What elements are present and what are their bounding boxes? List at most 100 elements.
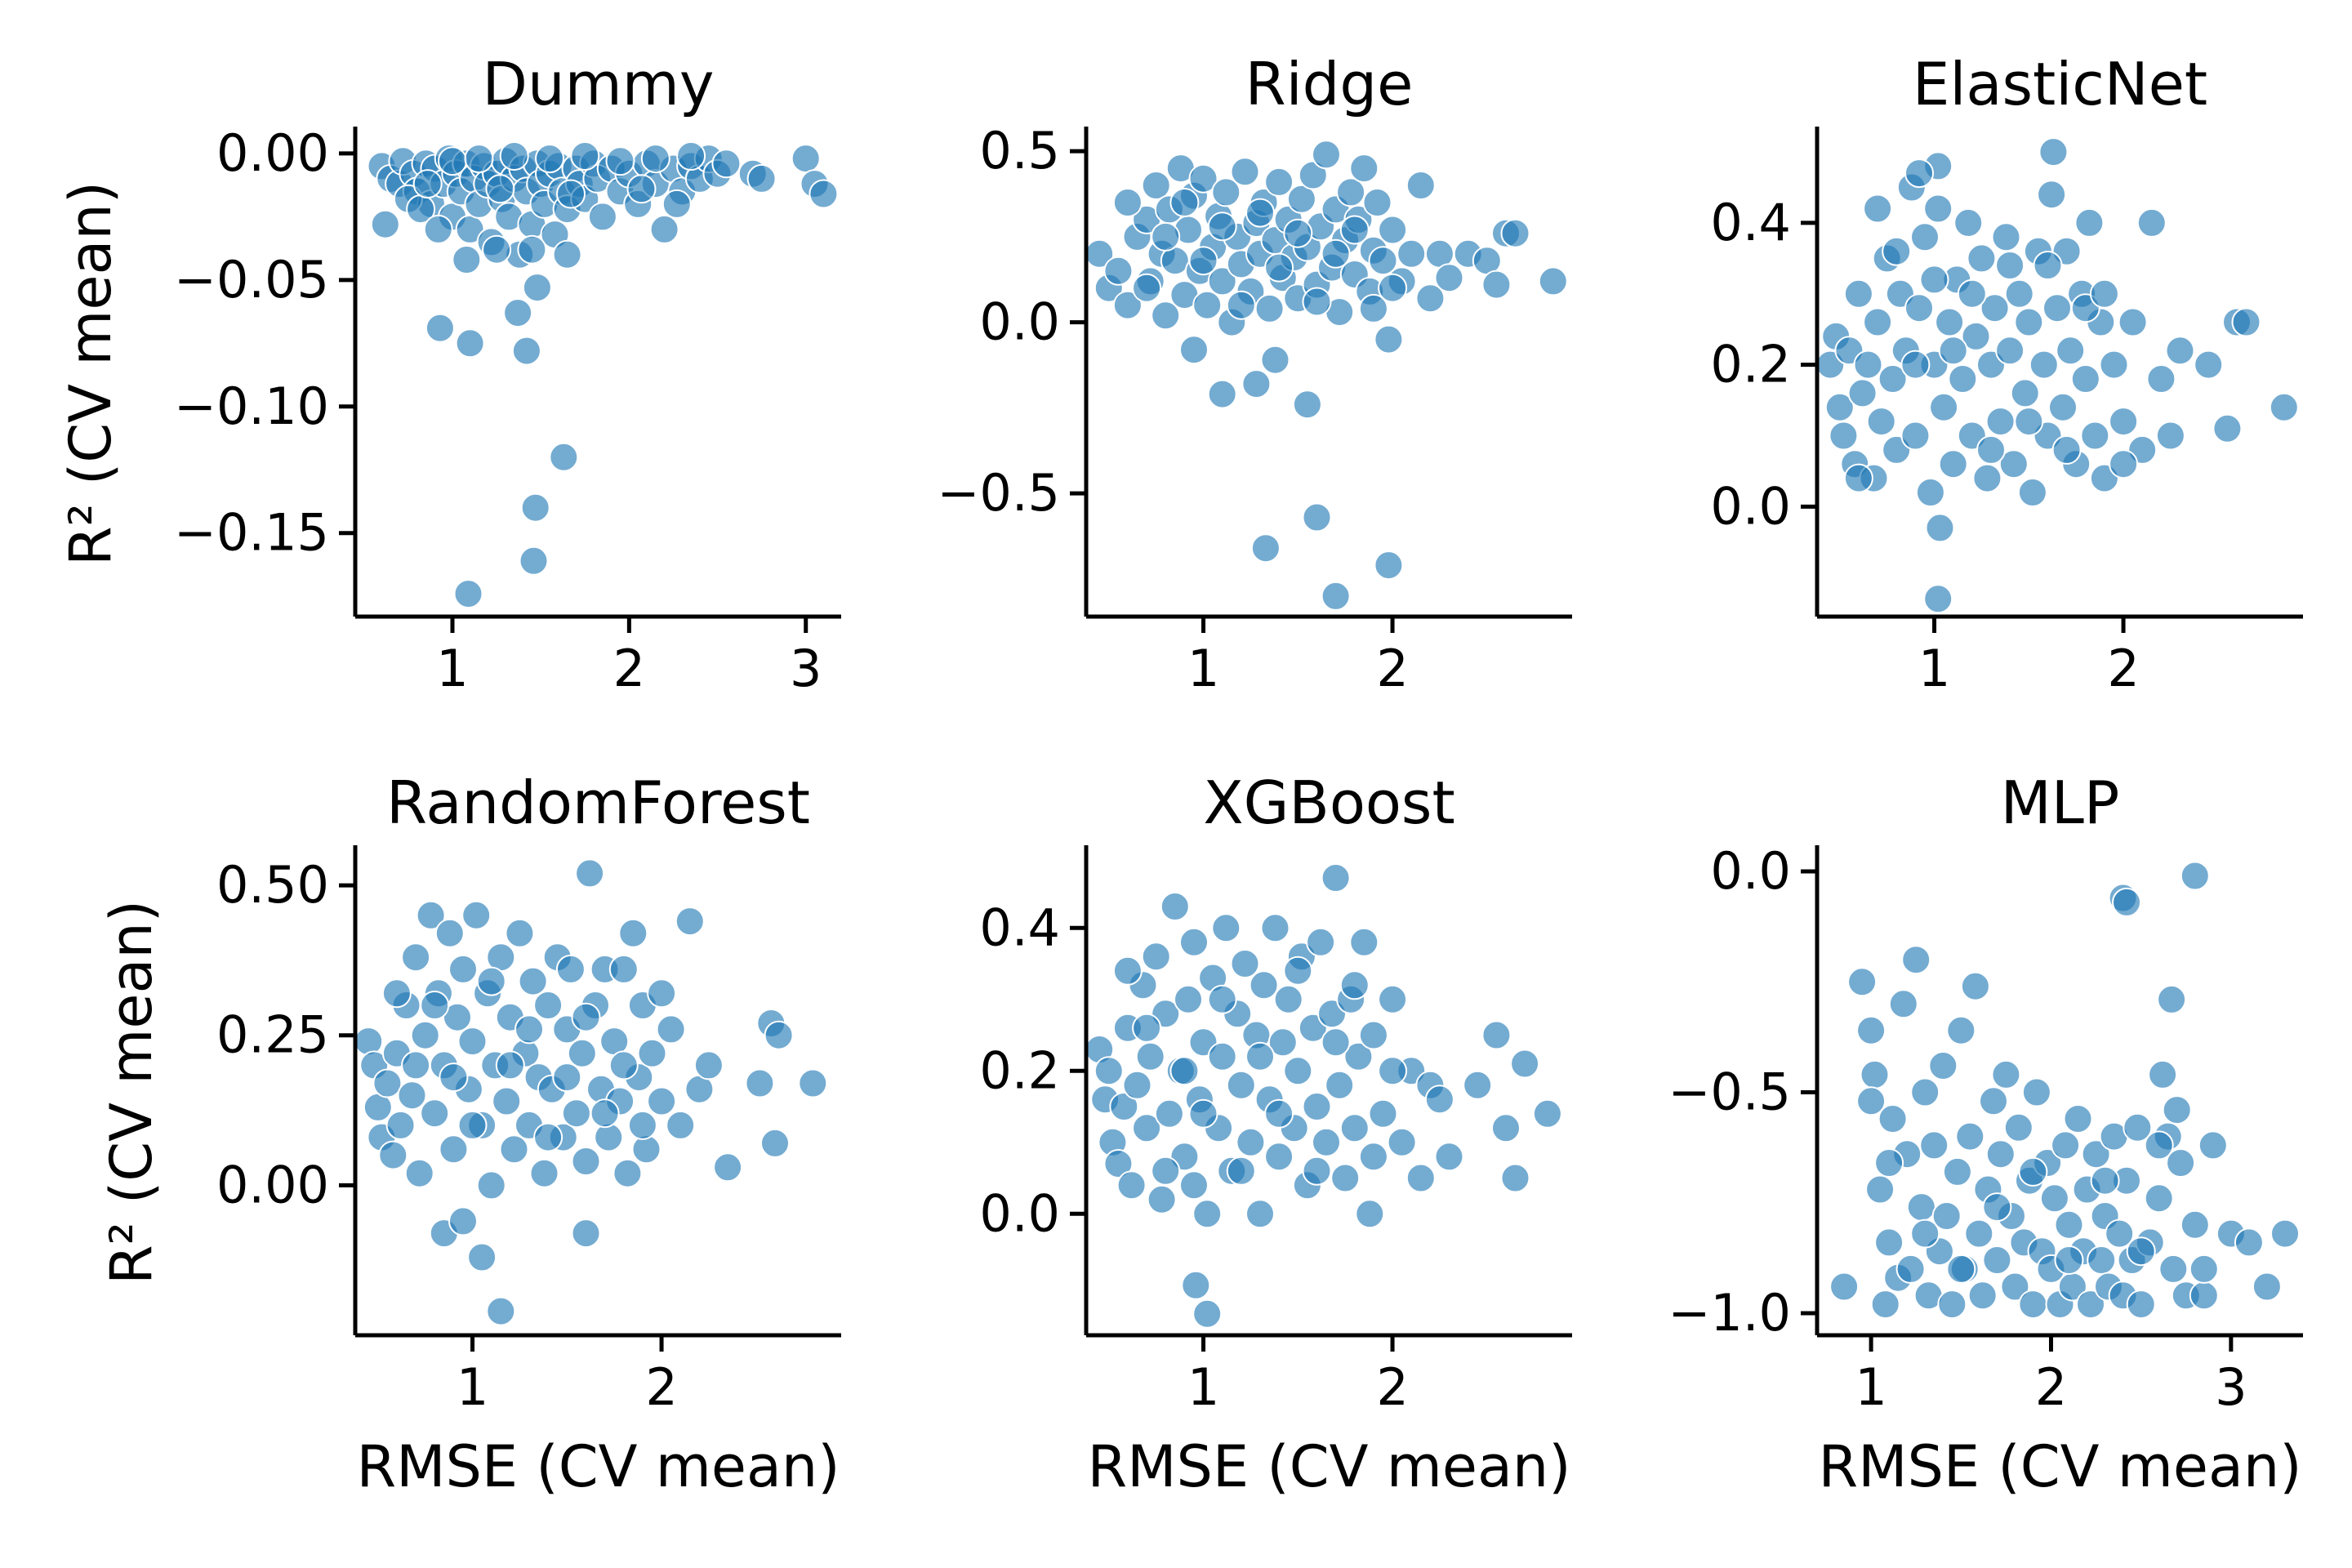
data-point [1985, 1139, 2016, 1169]
scatter-points [354, 858, 828, 1326]
data-point [1358, 293, 1388, 323]
data-point [455, 328, 485, 359]
data-point [354, 1027, 384, 1057]
data-point [2018, 1156, 2048, 1187]
y-tick-label: 0.25 [216, 1005, 329, 1065]
data-point [2010, 378, 2040, 408]
data-point [410, 1020, 440, 1050]
data-point [1405, 171, 1436, 200]
panel-randomforest: 1 2 0.50 0.25 0.00 RandomForest RMSE (CV mean)… [98, 768, 841, 1500]
data-point [556, 179, 586, 209]
data-point [511, 336, 541, 366]
data-point [2148, 1059, 2178, 1089]
data-point [464, 144, 494, 174]
data-point [2126, 1290, 2156, 1320]
data-point [1463, 1070, 1493, 1100]
data-point [2144, 1183, 2174, 1214]
data-point [2123, 1112, 2153, 1143]
data-point [1964, 1218, 1994, 1249]
data-point [1953, 207, 1984, 238]
data-point [1336, 177, 1366, 207]
data-point [640, 144, 670, 174]
data-point [2076, 1290, 2105, 1320]
data-point [1957, 278, 1987, 309]
data-point [2157, 984, 2187, 1014]
data-point [1286, 184, 1316, 214]
data-point [1241, 369, 1272, 399]
scatter-points [1815, 137, 2299, 614]
y-tick-label: −1.0 [1668, 1283, 1791, 1343]
data-point [631, 1134, 662, 1165]
data-point [514, 1014, 544, 1045]
data-point [1500, 218, 1530, 248]
scatter-points [1829, 861, 2300, 1320]
y-tick-label: −0.5 [1668, 1062, 1791, 1122]
data-point [2198, 1130, 2228, 1160]
data-point [1302, 502, 1332, 532]
data-point [571, 1147, 601, 1176]
x-tick-label: 2 [1376, 639, 1408, 698]
data-point [1109, 1092, 1139, 1121]
data-point [423, 214, 453, 244]
y-tick-label: 0.0 [979, 292, 1060, 352]
data-point [746, 163, 777, 194]
data-point [1434, 263, 1464, 293]
data-point [1283, 956, 1313, 986]
data-point [1955, 1121, 1985, 1152]
data-point [798, 1068, 828, 1098]
data-point [1207, 379, 1237, 409]
data-point [618, 918, 648, 948]
data-point [476, 1170, 506, 1200]
data-point [1135, 1041, 1165, 1071]
data-point [693, 1050, 724, 1080]
data-point [1094, 1056, 1124, 1086]
data-point [2051, 1130, 2081, 1160]
data-point [1910, 1077, 1940, 1107]
data-point [529, 1158, 559, 1188]
data-point [2054, 1209, 2084, 1240]
data-point [1923, 194, 1953, 224]
data-point [1942, 1156, 1972, 1187]
data-point [1188, 1098, 1218, 1129]
data-point [1481, 1020, 1512, 1050]
y-tick-label: 0.4 [979, 898, 1060, 957]
data-point [1207, 266, 1237, 296]
data-point [401, 1050, 431, 1080]
data-point [1874, 1148, 1904, 1178]
data-point [2089, 278, 2119, 309]
data-point [1387, 1127, 1417, 1157]
data-point [1226, 1070, 1256, 1100]
data-point [404, 1158, 434, 1188]
x-tick-label: 3 [790, 639, 822, 698]
data-point [2099, 350, 2129, 380]
data-point [2146, 364, 2176, 394]
data-point [1207, 212, 1237, 242]
data-point [1264, 167, 1294, 197]
data-point [1236, 1127, 1266, 1157]
data-point [1169, 1056, 1200, 1086]
data-point [1132, 1113, 1162, 1143]
data-point [549, 442, 579, 472]
panel-mlp: 1 2 3 0.0 −0.5 −1.0 MLP RMSE (CV mean) [1668, 768, 2303, 1500]
scatter-points [1085, 863, 1562, 1329]
data-point [1141, 942, 1171, 972]
data-point [1979, 1086, 2008, 1116]
x-tick-label: 1 [1187, 1357, 1219, 1417]
data-point [1112, 290, 1143, 320]
data-point [2180, 1209, 2210, 1240]
panel-title: MLP [2001, 768, 2120, 837]
data-point [1991, 1059, 2021, 1089]
data-point [1895, 1254, 1926, 1284]
y-axis-label: R² (CV mean) [98, 900, 165, 1285]
y-tick-label: −0.10 [174, 376, 329, 436]
data-point [535, 144, 564, 174]
data-point [626, 174, 657, 204]
data-point [647, 1086, 677, 1116]
data-point [505, 918, 535, 948]
panel-title: RandomForest [386, 768, 810, 837]
data-point [1179, 1170, 1209, 1200]
data-point [1919, 1130, 1949, 1160]
x-axis-label: RMSE (CV mean) [1087, 1433, 1570, 1500]
data-point [1283, 218, 1313, 248]
